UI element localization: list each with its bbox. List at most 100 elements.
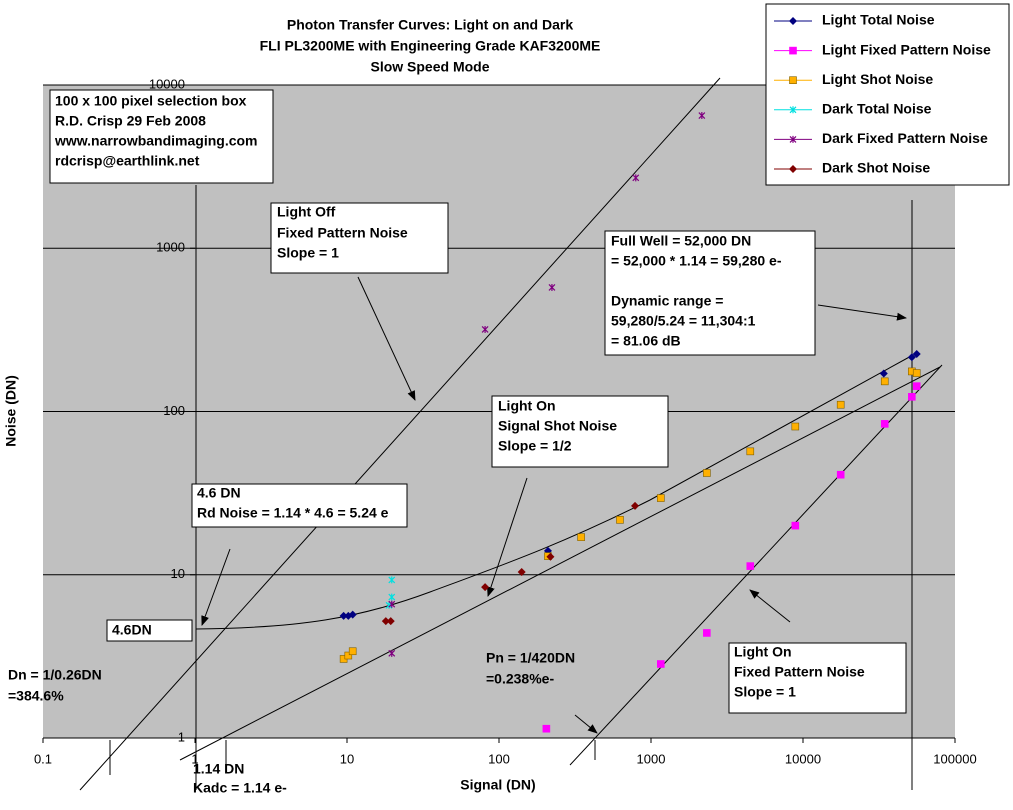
annotation-text: Dn = 1/0.26DN (8, 667, 102, 683)
annotation-text: Kadc = 1.14 e- (193, 780, 287, 796)
point (481, 325, 489, 333)
point (789, 76, 797, 84)
point (879, 369, 888, 378)
x-tick-label: 10000 (785, 751, 821, 766)
total-noise-fit (195, 354, 914, 630)
annotation-text: Light Off (277, 204, 336, 220)
point (789, 46, 797, 55)
y-tick-label: 1 (178, 729, 185, 744)
point (381, 617, 390, 626)
annotation-text: Light On (734, 644, 792, 660)
annotation-text: www.narrowbandimaging.com (54, 133, 258, 149)
point (703, 629, 711, 637)
legend-label: Dark Fixed Pattern Noise (822, 130, 988, 146)
point (703, 469, 711, 477)
point (880, 377, 889, 386)
annotation-text: 4.6DN (112, 622, 152, 638)
annotation-text: Fixed Pattern Noise (734, 664, 865, 680)
y-axis-label: Noise (DN) (3, 375, 19, 447)
annotation-box (106, 619, 193, 642)
chart-title: Photon Transfer Curves: Light on and Dar… (287, 17, 573, 33)
shot-noise-fit (179, 366, 941, 761)
chart-title: FLI PL3200ME with Engineering Grade KAF3… (260, 38, 601, 54)
y-tick-label: 10 (171, 566, 185, 581)
point (388, 649, 396, 657)
annotations: 100 x 100 pixel selection box R.D. Crisp … (8, 89, 907, 796)
point (746, 562, 755, 570)
chart-title: Slow Speed Mode (370, 59, 489, 75)
legend-label: Light Total Noise (822, 12, 935, 28)
point (912, 369, 921, 377)
point (836, 400, 845, 409)
point (388, 576, 396, 584)
point (388, 593, 396, 601)
annotation-box (728, 642, 907, 714)
x-tick-label: 0.1 (34, 751, 52, 766)
annotation-text: Slope = 1 (734, 684, 796, 700)
legend-label: Dark Total Noise (822, 101, 932, 117)
arrow (487, 477, 528, 597)
annotation-text: R.D. Crisp 29 Feb 2008 (55, 113, 206, 129)
point (631, 501, 640, 510)
annotation-text: 1.14 DN (193, 761, 244, 777)
point (616, 516, 624, 524)
arrow (817, 304, 907, 321)
point (577, 533, 585, 541)
point (907, 353, 916, 362)
y-tick-label: 10000 (149, 76, 185, 91)
point (344, 651, 353, 660)
annotation-text: =384.6% (8, 688, 64, 704)
annotation-text: Fixed Pattern Noise (277, 225, 408, 241)
annotation-box (191, 483, 408, 528)
point (542, 724, 551, 733)
data-marks (339, 112, 921, 733)
annotation-text: =0.238%e- (486, 671, 554, 687)
annotation-text: Dynamic range = (611, 293, 723, 309)
x-axis-label: Signal (DN) (460, 777, 535, 793)
point (880, 420, 889, 428)
point (656, 660, 665, 668)
x-tick-label: 100 (488, 751, 510, 766)
point (836, 470, 845, 479)
point (386, 617, 395, 626)
dark-fpn-fit (79, 77, 721, 791)
light-fpn-fit (569, 364, 943, 766)
point (746, 447, 755, 456)
annotation-text: 59,280/5.24 = 11,304:1 (611, 313, 756, 329)
y-tick-label: 1000 (156, 240, 185, 255)
legend-label: Dark Shot Noise (822, 160, 930, 176)
fit-lines (79, 77, 943, 791)
annotation-text: Pn = 1/420DN (486, 650, 575, 666)
annotation-box (604, 230, 816, 356)
x-tick-label: 10 (340, 751, 354, 766)
annotation-text: 100 x 100 pixel selection box (55, 93, 247, 109)
point (517, 567, 526, 576)
point (546, 552, 555, 561)
annotation-box (49, 89, 274, 184)
annotation-text: Light On (498, 398, 556, 414)
point (698, 112, 706, 120)
annotation-text: Slope = 1 (277, 245, 339, 261)
point (348, 647, 357, 656)
annotation-box (270, 202, 449, 274)
point (388, 600, 396, 608)
point (908, 393, 916, 401)
annotation-text: = 52,000 * 1.14 = 59,280 e- (611, 253, 782, 269)
point (791, 521, 800, 530)
annotation-text: 4.6 DN (197, 485, 241, 501)
annotation-text: Signal Shot Noise (498, 418, 617, 434)
point (348, 610, 357, 619)
point (789, 17, 797, 25)
arrow (357, 276, 416, 401)
y-tick-label: 100 (163, 403, 185, 418)
point (789, 165, 797, 173)
x-tick-label: 100000 (933, 751, 976, 766)
annotation-text: Rd Noise = 1.14 * 4.6 = 5.24 e (197, 505, 389, 521)
arrow (749, 589, 791, 623)
point (912, 350, 921, 359)
point (548, 283, 556, 291)
point (481, 583, 490, 592)
arrows (201, 276, 907, 734)
point (789, 135, 797, 143)
legend-label: Light Shot Noise (822, 71, 933, 87)
